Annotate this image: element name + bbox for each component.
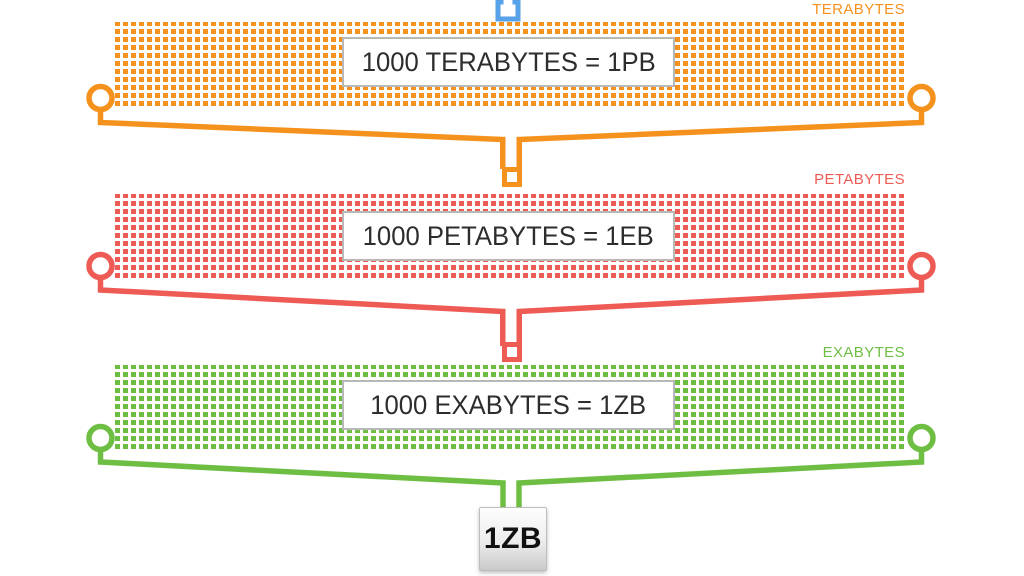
connector-circle-icon [907, 423, 936, 453]
result-label: 1ZB [483, 522, 543, 555]
connector-circle-icon [907, 83, 936, 113]
result-box-1zb: 1ZB [479, 507, 547, 571]
connector-square-icon [502, 342, 522, 362]
connector-circle-icon [86, 83, 115, 113]
connector-circle-icon [86, 251, 115, 281]
tier-label-terabytes: TERABYTES [812, 1, 905, 18]
connector-square-icon [502, 167, 522, 187]
connector-circle-icon [907, 251, 936, 281]
connector-circle-icon [86, 423, 115, 453]
equation-box-petabytes: 1000 PETABYTES = 1EB [342, 211, 675, 261]
equation-text-petabytes: 1000 PETABYTES = 1EB [362, 220, 655, 251]
top-connector-square-icon [495, 0, 521, 22]
equation-box-exabytes: 1000 EXABYTES = 1ZB [342, 380, 675, 430]
equation-box-terabytes: 1000 TERABYTES = 1PB [342, 37, 675, 87]
tier-label-exabytes: EXABYTES [822, 344, 905, 361]
equation-text-terabytes: 1000 TERABYTES = 1PB [361, 46, 656, 77]
tier-label-petabytes: PETABYTES [814, 171, 905, 188]
equation-text-exabytes: 1000 EXABYTES = 1ZB [370, 389, 647, 420]
